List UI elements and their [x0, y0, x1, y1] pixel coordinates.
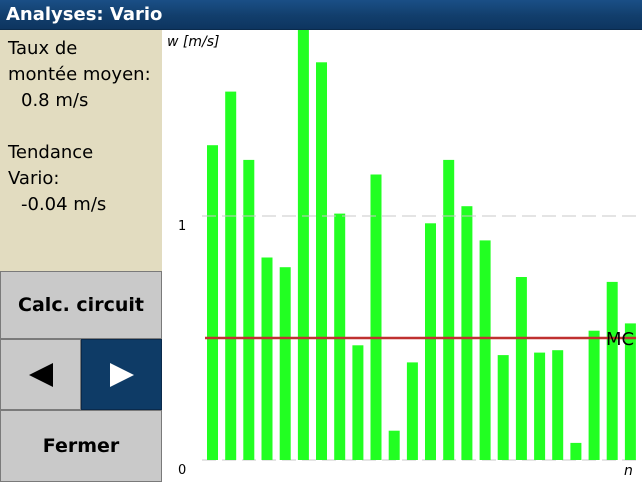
vario-bar: [570, 442, 582, 460]
vario-bar: [425, 223, 436, 460]
y-axis-label: w [m/s]: [167, 34, 219, 50]
calc-circuit-label: Calc. circuit: [18, 294, 144, 316]
x-axis-label: n: [624, 463, 633, 479]
vario-bar: [606, 281, 618, 460]
climb-label-line1: Taux de: [8, 38, 78, 59]
vario-bar: [552, 350, 564, 460]
vario-bar: [370, 174, 382, 460]
calc-circuit-button[interactable]: Calc. circuit: [0, 271, 162, 339]
vario-bar: [479, 240, 491, 460]
info-panel: Taux de montée moyen: 0.8 m/s Tendance V…: [0, 30, 162, 271]
trend-label-line2: Vario:: [8, 168, 60, 189]
vario-bar: [624, 323, 636, 460]
vario-bar: [243, 159, 255, 460]
trend-label-line1: Tendance: [8, 142, 94, 163]
vario-bar: [443, 159, 455, 460]
triangle-left-icon: [28, 362, 53, 387]
vario-bar: [297, 30, 309, 460]
vario-bar: [207, 145, 218, 460]
vario-bar: [461, 206, 473, 460]
vario-bar: [261, 257, 273, 460]
y-tick-1: 1: [178, 219, 186, 234]
trend-value: -0.04 m/s: [21, 194, 107, 215]
close-label: Fermer: [42, 435, 120, 457]
vario-bar: [352, 345, 364, 460]
vario-bar: [279, 267, 291, 460]
climb-label-line2: montée moyen:: [8, 64, 151, 85]
window-title: Analyses: Vario: [6, 4, 163, 25]
next-button[interactable]: [81, 339, 162, 410]
vario-chart-svg: MC w [m/s] 1 0 n: [167, 30, 638, 479]
vario-bar: [316, 62, 327, 461]
vario-bar: [497, 355, 509, 460]
vario-bar: [225, 91, 237, 460]
vario-bar: [388, 430, 400, 460]
vario-chart: MC w [m/s] 1 0 n: [162, 30, 642, 482]
y-tick-0: 0: [178, 463, 186, 478]
triangle-right-icon: [109, 362, 134, 387]
title-bar: Analyses: Vario: [0, 0, 642, 30]
climb-value: 0.8 m/s: [21, 90, 89, 111]
mc-label: MC: [606, 329, 634, 350]
vario-bar: [406, 362, 418, 460]
close-button[interactable]: Fermer: [0, 410, 162, 482]
vario-bar: [515, 277, 527, 460]
vario-bar: [534, 352, 546, 460]
previous-button[interactable]: [0, 339, 81, 410]
vario-bar: [588, 330, 600, 460]
